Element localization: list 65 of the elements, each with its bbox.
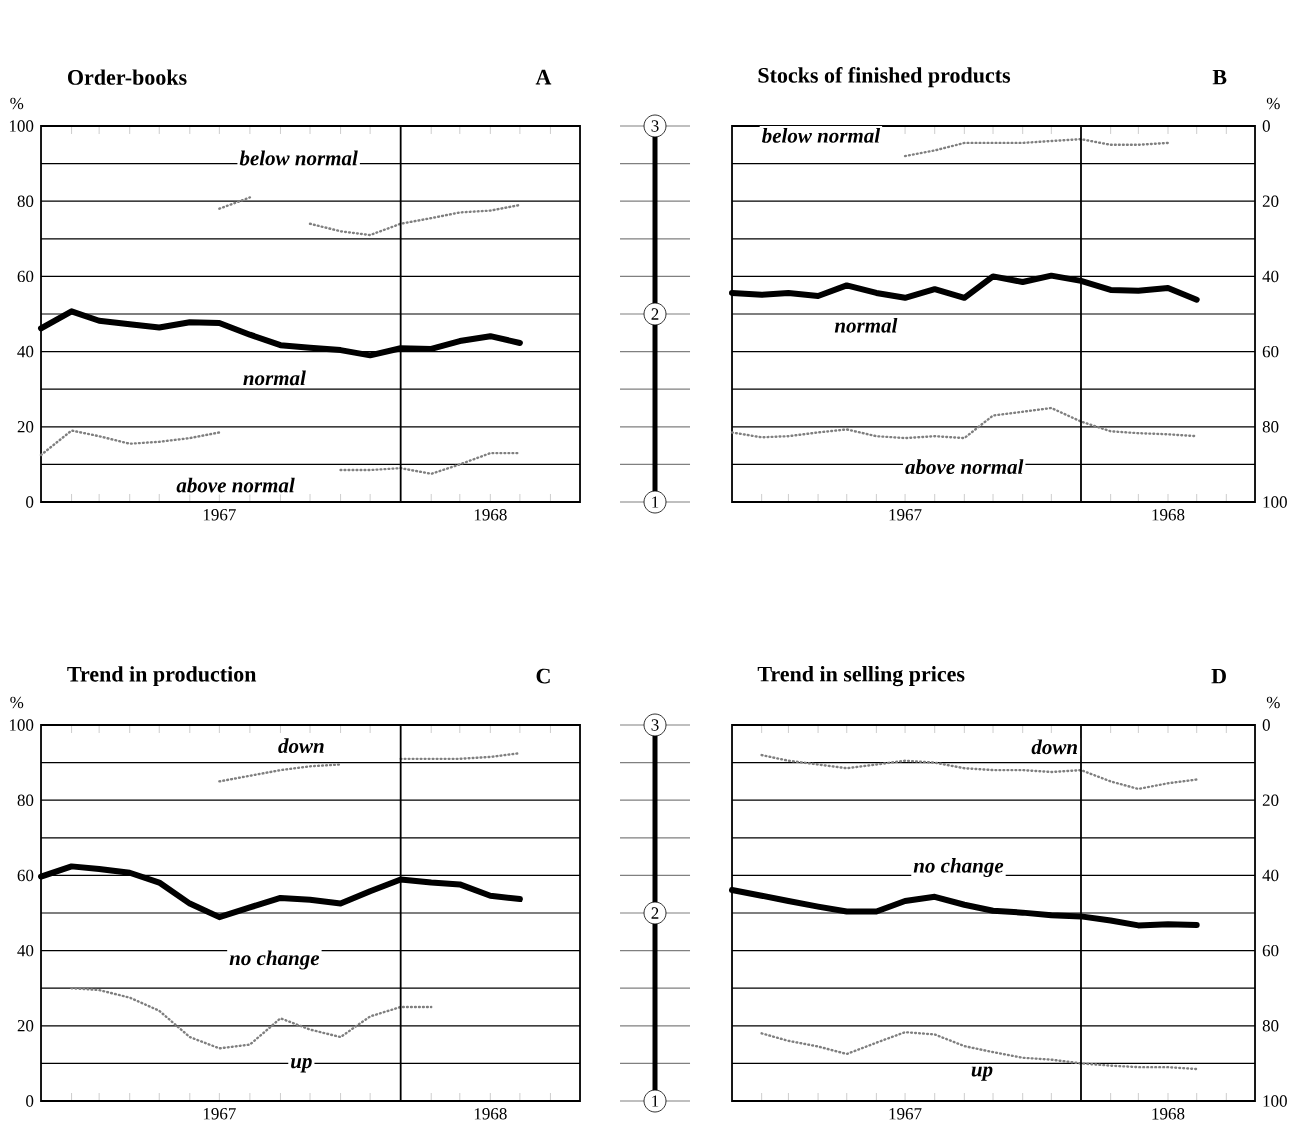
y2-tick-label: 3 [651, 719, 659, 731]
y-axis-title: % [10, 97, 24, 110]
x-tick-label: 1968 [1152, 1108, 1185, 1120]
y2-tick-label: 60 [1262, 345, 1279, 358]
y2-tick-label: 80 [1262, 1020, 1279, 1032]
text: A [535, 69, 552, 85]
x-tick-label: 1967 [889, 1108, 922, 1120]
y2-tick-label: 20 [1262, 794, 1279, 806]
y2-tick-label: 0 [1262, 719, 1270, 731]
annotation: above normal [905, 459, 1024, 475]
y2-tick-label: 80 [1262, 421, 1279, 433]
y2-tick-label: 40 [1262, 270, 1279, 283]
y-tick-label: 100 [9, 719, 34, 731]
y2-tick-label: 100 [1263, 496, 1287, 508]
line-series [760, 753, 1198, 791]
text: C [536, 668, 550, 684]
y-tick-label: 40 [17, 345, 34, 358]
y2-axis-title: % [1266, 97, 1280, 110]
annotation: down [1031, 739, 1077, 755]
x-tick-label: 1968 [474, 509, 507, 521]
y2-tick-label: 20 [1262, 195, 1279, 207]
y-tick-label: 100 [9, 120, 34, 132]
annotation: up [291, 1058, 312, 1073]
annotation: above normal [176, 477, 295, 493]
annotation: no change [913, 858, 1004, 878]
y2-tick-label: 1 [652, 496, 659, 508]
y2-tick-label: 60 [1262, 944, 1279, 957]
text: B [1212, 69, 1227, 85]
x-tick-label: 1967 [889, 509, 922, 521]
y-tick-label: 20 [17, 1020, 34, 1032]
y2-tick-label: 3 [651, 120, 659, 132]
y-tick-label: 60 [17, 869, 34, 882]
annotation: below normal [761, 128, 881, 143]
chart-title: Trend in selling prices [757, 666, 965, 687]
text: D [1211, 668, 1226, 684]
chart-title: Trend in production [67, 666, 257, 687]
y-axis-title: % [10, 696, 24, 709]
x-tick-label: 1967 [203, 1108, 236, 1120]
y-tick-label: 0 [26, 496, 34, 508]
chart-title: Order-books [68, 69, 187, 85]
annotation: below normal [239, 150, 358, 166]
y2-tick-label: 2 [651, 907, 659, 919]
y2-tick-label: 2 [651, 308, 659, 320]
y2-tick-label: 1 [652, 1095, 659, 1107]
y-tick-label: 60 [17, 270, 34, 283]
x-tick-label: 1968 [474, 1108, 507, 1120]
annotation: up [971, 1066, 993, 1081]
line-series [730, 406, 1198, 440]
y-tick-label: 40 [17, 944, 34, 957]
y-tick-label: 80 [17, 794, 34, 806]
y2-axis-title: % [1266, 696, 1280, 709]
y2-tick-label: 100 [1263, 1095, 1287, 1107]
x-tick-label: 1967 [203, 509, 236, 521]
annotation: normal [243, 370, 306, 386]
y-tick-label: 80 [17, 195, 34, 207]
annotation: no change [229, 950, 320, 970]
y-tick-label: 20 [17, 421, 34, 433]
y-tick-label: 0 [26, 1095, 34, 1107]
annotation: down [278, 738, 324, 754]
line-series [70, 987, 433, 1050]
x-tick-label: 1968 [1152, 509, 1185, 521]
annotation: normal [834, 317, 898, 333]
y2-tick-label: 40 [1262, 869, 1279, 882]
chart-title: Stocks of finished products [758, 67, 1011, 88]
y2-tick-label: 0 [1262, 120, 1270, 132]
